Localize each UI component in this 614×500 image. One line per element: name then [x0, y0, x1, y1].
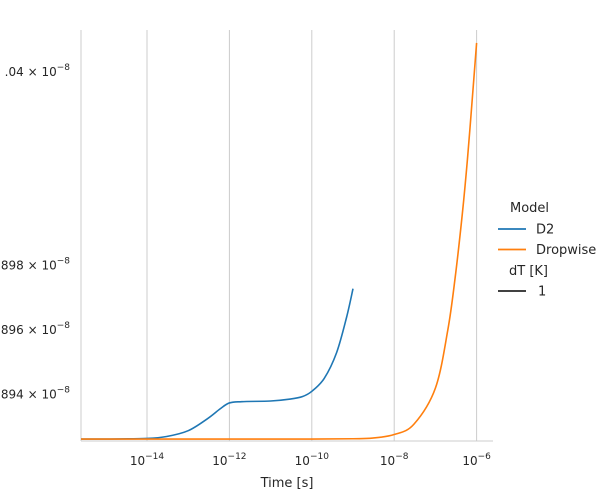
- legend-label: Dropwise: [536, 243, 596, 258]
- legend-entries-dt: 1: [498, 285, 546, 300]
- legend-label: 1: [538, 285, 546, 300]
- series-line-dropwise: [81, 42, 478, 440]
- y-tick-label: .898 × 10−8: [0, 257, 70, 273]
- x-tick-label: 10−10: [295, 452, 330, 468]
- legend-label: D2: [536, 223, 554, 238]
- legend-title-model: Model: [510, 201, 549, 216]
- series-layer: [81, 42, 478, 440]
- axes-spines: [80, 30, 493, 442]
- legend-title-dt: dT [K]: [509, 264, 548, 279]
- x-tick-labels: 10−14 10−12 10−10 10−8 10−6: [130, 452, 491, 468]
- grid-layer: [146, 30, 478, 441]
- x-tick-label: 10−14: [130, 452, 165, 468]
- y-tick-labels: .894 × 10−8 .896 × 10−8 .898 × 10−8 .04 × 1…: [0, 63, 70, 402]
- legend-entries: D2 Dropwise: [498, 223, 596, 258]
- x-axis-title: Time [s]: [260, 476, 314, 491]
- y-tick-label: .894 × 10−8: [0, 386, 70, 402]
- x-tick-label: 10−6: [462, 452, 491, 468]
- x-tick-label: 10−8: [380, 452, 409, 468]
- x-tick-label: 10−12: [212, 452, 246, 468]
- legend: Model D2 Dropwise dT [K] 1: [498, 201, 596, 300]
- series-line-d2: [81, 288, 354, 440]
- y-tick-label: .896 × 10−8: [0, 321, 70, 337]
- y-tick-label: .04 × 10−8: [5, 63, 71, 79]
